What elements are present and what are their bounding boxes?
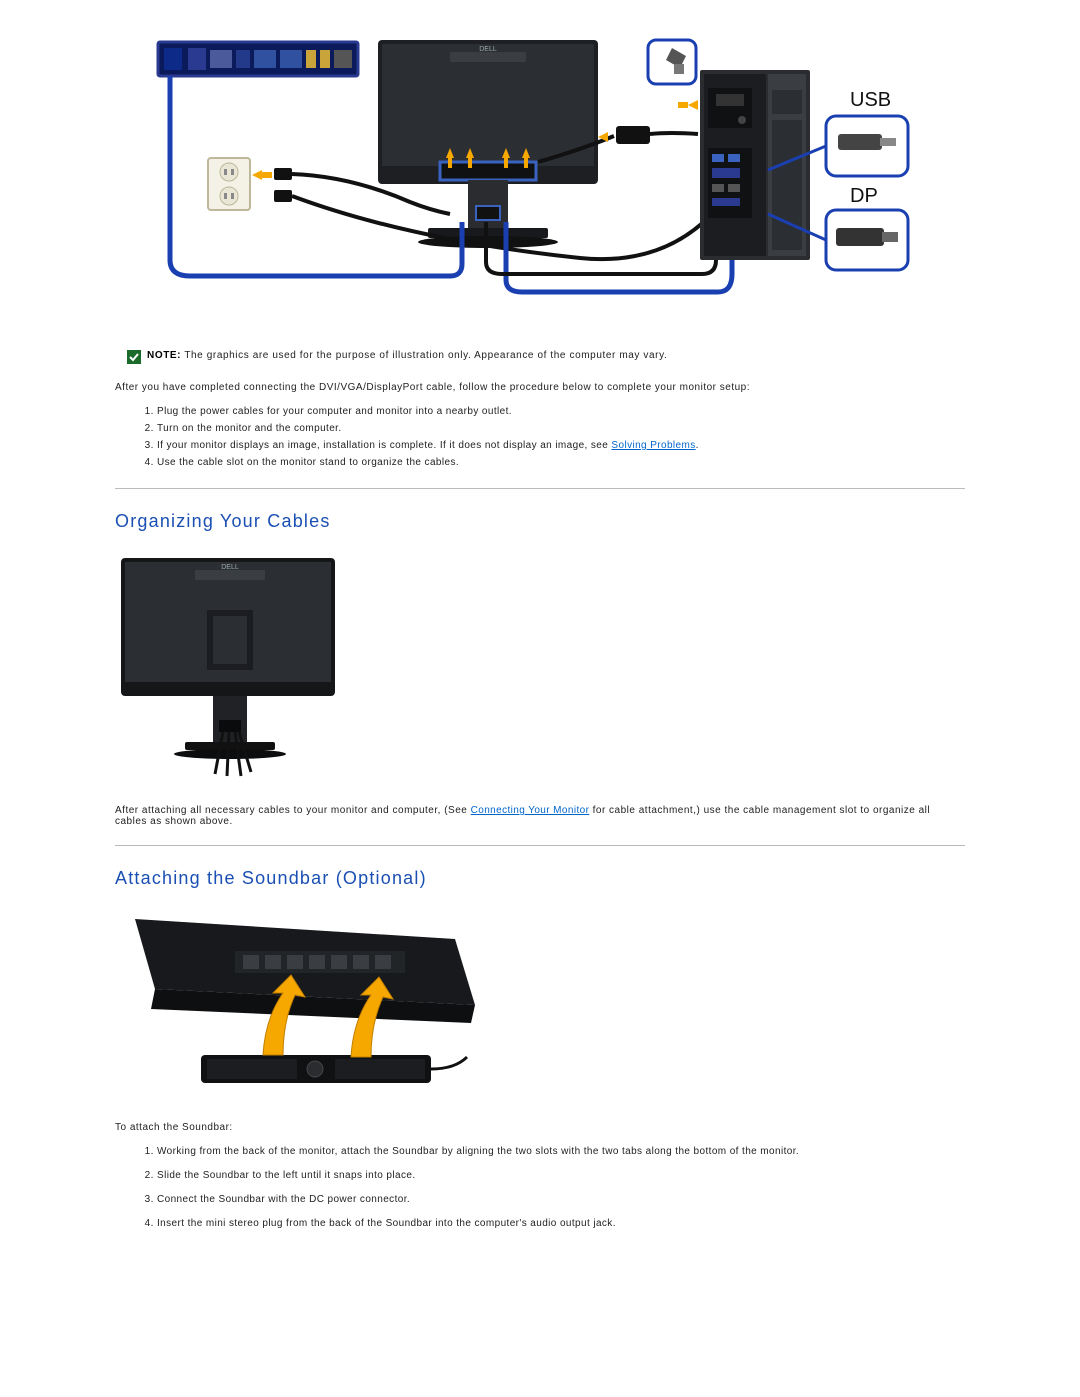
note-text: The graphics are used for the purpose of… bbox=[184, 350, 667, 361]
list-item: Working from the back of the monitor, at… bbox=[157, 1145, 965, 1159]
list-item: If your monitor displays an image, insta… bbox=[157, 439, 965, 453]
svg-text:USB: USB bbox=[850, 89, 891, 111]
list-item: Use the cable slot on the monitor stand … bbox=[157, 456, 965, 470]
note-label: NOTE: bbox=[147, 350, 181, 361]
divider bbox=[115, 845, 965, 846]
list-item: Slide the Soundbar to the left until it … bbox=[157, 1169, 965, 1183]
svg-text:DELL: DELL bbox=[221, 564, 239, 571]
soundbar-intro: To attach the Soundbar: bbox=[115, 1122, 965, 1133]
organize-cables-figure: DELL bbox=[115, 552, 965, 787]
organize-cables-text: After attaching all necessary cables to … bbox=[115, 805, 965, 827]
list-item: Insert the mini stereo plug from the bac… bbox=[157, 1217, 965, 1231]
list-item: Turn on the monitor and the computer. bbox=[157, 422, 965, 436]
divider bbox=[115, 488, 965, 489]
intro-text: After you have completed connecting the … bbox=[115, 382, 965, 393]
connecting-monitor-link[interactable]: Connecting Your Monitor bbox=[471, 805, 590, 816]
list-item: Connect the Soundbar with the DC power c… bbox=[157, 1193, 965, 1207]
note-icon bbox=[127, 350, 141, 364]
list-item: Plug the power cables for your computer … bbox=[157, 405, 965, 419]
organize-cables-heading: Organizing Your Cables bbox=[115, 511, 965, 532]
soundbar-steps: Working from the back of the monitor, at… bbox=[115, 1145, 965, 1231]
svg-text:DP: DP bbox=[850, 185, 878, 207]
solving-problems-link[interactable]: Solving Problems bbox=[611, 440, 695, 451]
note-row: NOTE: The graphics are used for the purp… bbox=[127, 350, 965, 364]
svg-text:DELL: DELL bbox=[479, 46, 497, 53]
soundbar-figure bbox=[115, 909, 965, 1104]
connection-diagram: DELL bbox=[115, 30, 965, 330]
soundbar-heading: Attaching the Soundbar (Optional) bbox=[115, 868, 965, 889]
setup-steps: Plug the power cables for your computer … bbox=[115, 405, 965, 470]
